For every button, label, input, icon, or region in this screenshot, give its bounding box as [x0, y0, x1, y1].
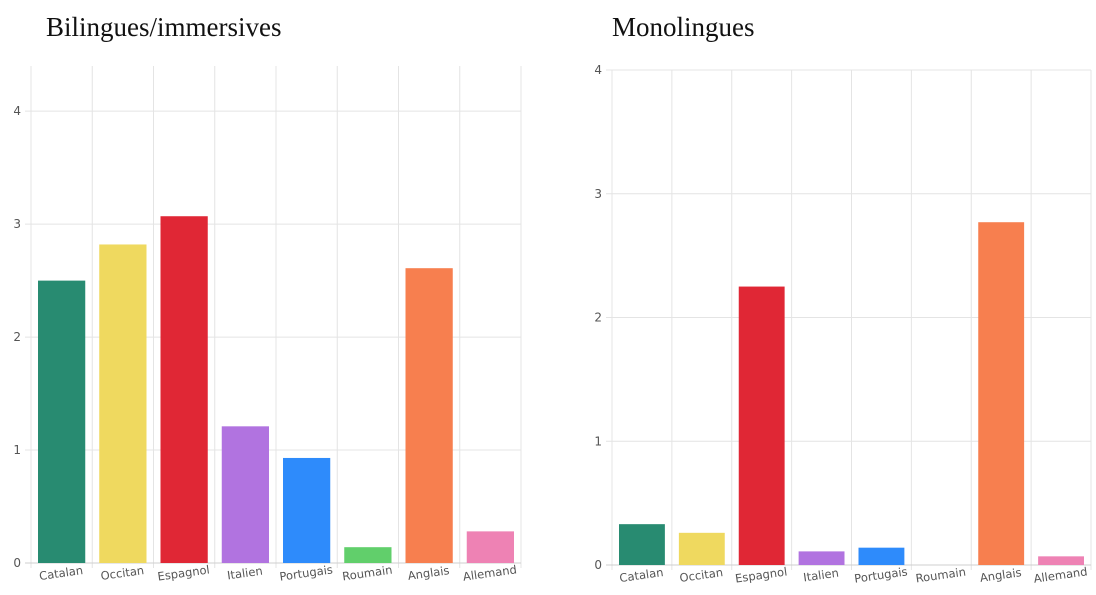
x-tick-label-espagnol: Espagnol [734, 564, 788, 585]
bar-espagnol [738, 286, 785, 565]
y-tick-label: 4 [594, 63, 602, 77]
bar-allemand [1038, 556, 1084, 565]
y-tick-label: 0 [13, 556, 21, 570]
chart-title-bilingues: Bilingues/immersives [46, 12, 282, 42]
x-tick-label-anglais: Anglais [979, 565, 1022, 585]
x-tick-label-italien: Italien [226, 564, 263, 583]
bar-occitan [678, 532, 725, 565]
bar-anglais [978, 222, 1025, 565]
x-tick-label-portugais: Portugais [853, 564, 908, 585]
bar-allemand [466, 531, 514, 563]
x-tick-label-catalan: Catalan [38, 563, 84, 583]
x-tick-label-catalan: Catalan [619, 565, 665, 585]
y-tick-label: 0 [594, 558, 602, 572]
x-tick-label-occitan: Occitan [100, 563, 145, 583]
bar-catalan [38, 280, 86, 563]
y-tick-label: 2 [13, 330, 21, 344]
bar-espagnol [160, 216, 208, 563]
x-tick-label-portugais: Portugais [279, 562, 334, 583]
x-tick-label-roumain: Roumain [915, 565, 967, 586]
bar-italien [221, 426, 269, 563]
x-tick-label-roumain: Roumain [341, 563, 393, 584]
bar-portugais [858, 547, 905, 565]
y-tick-label: 1 [13, 443, 21, 457]
bar-catalan [619, 524, 665, 565]
y-tick-label: 3 [594, 187, 602, 201]
x-tick-label-anglais: Anglais [407, 563, 450, 583]
bar-chart-bilingues: 0 1 2 3 4 Catalan Occitan Espagnol Italien Portug… [13, 66, 522, 584]
y-tick-label: 1 [594, 434, 602, 448]
bar-portugais [283, 457, 331, 563]
y-tick-label: 3 [13, 217, 21, 231]
y-tick-label: 4 [13, 104, 21, 118]
bar-occitan [99, 244, 147, 563]
chart-title-monolingues: Monolingues [612, 12, 755, 42]
y-tick-label: 2 [594, 311, 602, 325]
bar-italien [798, 551, 845, 565]
bar-anglais [405, 268, 453, 563]
bar-chart-monolingues: 0 1 2 3 4 Catalan Occitan Espagnol Italien Portug… [594, 63, 1092, 586]
x-tick-label-allemand: Allemand [462, 562, 518, 583]
bar-roumain [344, 547, 392, 563]
x-tick-label-occitan: Occitan [679, 565, 724, 585]
x-tick-label-espagnol: Espagnol [157, 562, 211, 583]
x-tick-label-italien: Italien [802, 566, 839, 585]
x-tick-label-allemand: Allemand [1033, 564, 1089, 585]
